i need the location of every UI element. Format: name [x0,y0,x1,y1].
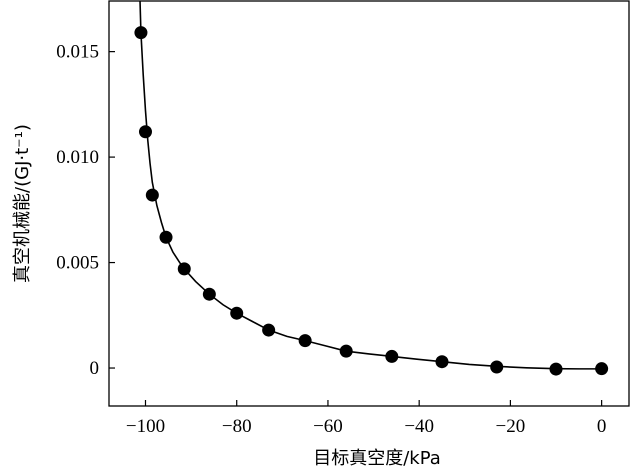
data-point [385,349,399,363]
y-tick-label: 0 [90,358,100,379]
y-axis-title: 真空机械能/(GJ·t⁻¹) [12,124,33,283]
x-tick-label: −40 [404,416,434,437]
x-axis-title: 目标真空度/kPa [313,448,441,469]
data-point [134,26,148,40]
data-point [435,355,449,369]
tick-group: −100 −80 −60 −40 −20 0 0 0.005 0.010 0.015 [56,42,606,437]
data-point [262,323,276,337]
fit-curve [139,0,602,370]
data-points-layer [134,26,609,376]
data-point [339,344,353,358]
x-tick-label: −100 [126,416,165,437]
y-tick-label: 0.015 [56,42,99,63]
plot-frame [108,0,630,407]
data-point [298,334,312,348]
data-point [549,362,563,376]
data-point [490,360,504,374]
data-point [177,262,191,276]
data-point [230,306,244,320]
data-point [138,125,152,139]
data-point [159,230,173,244]
fit-curve-layer [139,0,602,370]
y-tick-label: 0.010 [56,147,99,168]
x-tick-label: 0 [597,416,607,437]
x-tick-label: −80 [222,416,252,437]
x-tick-label: −60 [313,416,343,437]
data-point [145,188,159,202]
data-point [202,287,216,301]
x-tick-label: −20 [496,416,526,437]
data-point [595,362,609,376]
y-tick-label: 0.005 [56,253,99,274]
